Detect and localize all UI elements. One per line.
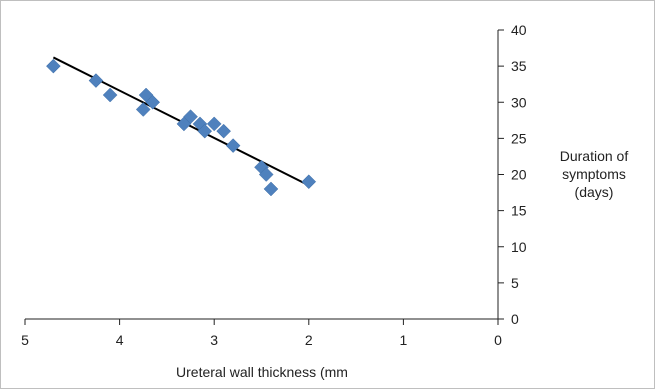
y-axis-title-line: (days) (575, 184, 614, 200)
data-point (263, 181, 279, 197)
x-tick-label: 5 (21, 332, 29, 348)
y-tick-label: 0 (511, 311, 519, 327)
data-point (183, 109, 198, 125)
x-tick-label: 2 (305, 332, 313, 348)
x-tick-label: 0 (494, 332, 502, 348)
y-tick-label: 5 (511, 275, 519, 291)
data-point (301, 174, 317, 190)
data-point (258, 167, 274, 182)
data-point (102, 87, 118, 103)
x-tick-label: 1 (400, 332, 408, 348)
y-tick-label: 40 (511, 22, 527, 38)
data-point (225, 138, 241, 153)
y-axis-title-line: Duration of (560, 148, 629, 164)
y-tick-label: 10 (511, 239, 527, 255)
data-point (197, 123, 213, 139)
data-point (216, 123, 232, 139)
data-point (206, 116, 222, 132)
y-tick-label: 15 (511, 203, 527, 219)
y-tick-label: 25 (511, 130, 527, 146)
x-axis-title: Ureteral wall thickness (mm (176, 364, 348, 380)
x-tick-label: 4 (116, 332, 124, 348)
y-tick-label: 30 (511, 94, 527, 110)
y-axis-title-line: symptoms (562, 166, 626, 182)
data-point (88, 73, 104, 88)
y-tick-label: 20 (511, 167, 527, 183)
data-point (135, 102, 151, 117)
y-tick-label: 35 (511, 58, 527, 74)
x-tick-label: 3 (210, 332, 218, 348)
data-point (46, 58, 61, 74)
data-point (145, 94, 161, 110)
